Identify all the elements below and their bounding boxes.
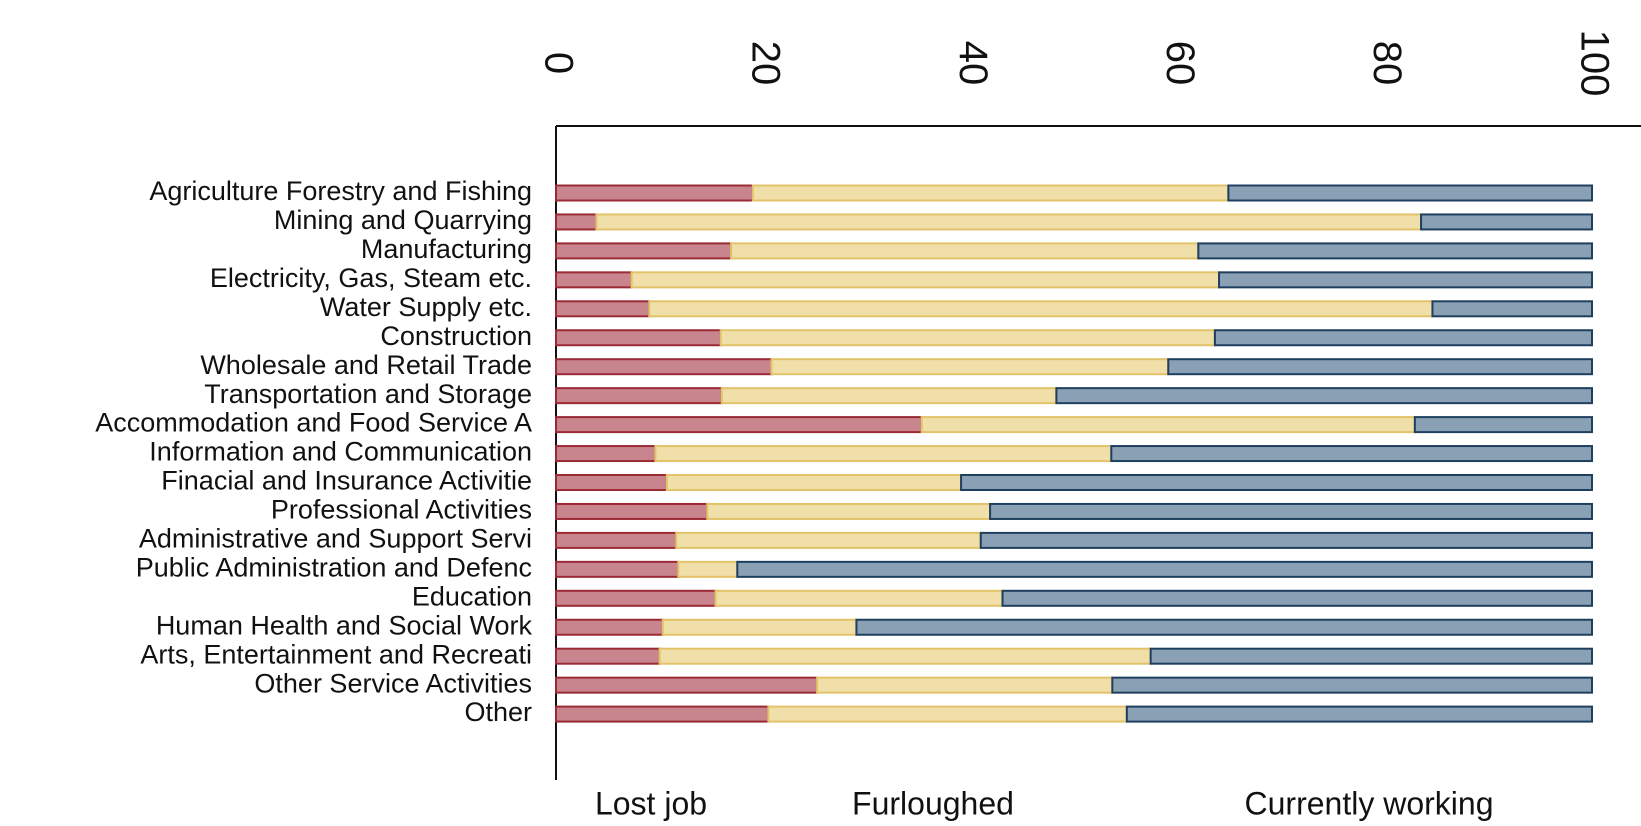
- bar-segment: [648, 300, 1434, 318]
- y-tick-label: Other Service Activities: [254, 668, 532, 698]
- bar-segment: [555, 300, 651, 318]
- y-tick-label: Accommodation and Food Service A: [95, 408, 532, 438]
- bar-segment: [1218, 271, 1594, 289]
- bar-segment: [1110, 445, 1594, 463]
- bar-segment: [979, 531, 1593, 549]
- bar-segment: [719, 329, 1216, 347]
- bar-segment: [555, 705, 770, 723]
- bar-segment: [555, 358, 773, 376]
- bar-segment: [1125, 705, 1594, 723]
- y-tick-label: Education: [412, 581, 532, 611]
- bar-segment: [630, 271, 1221, 289]
- bar-segment: [855, 618, 1593, 636]
- bar-segment: [816, 676, 1114, 694]
- bar-segment: [675, 531, 982, 549]
- bar-segment: [1213, 329, 1593, 347]
- y-tick-label: Mining and Quarrying: [274, 205, 532, 235]
- y-tick-label: Arts, Entertainment and Recreati: [140, 639, 532, 669]
- legend-label: Currently working: [1245, 785, 1494, 821]
- bar-segment: [555, 445, 657, 463]
- bar-segment: [989, 502, 1593, 520]
- bar-segment: [770, 358, 1170, 376]
- bar-segment: [595, 213, 1423, 231]
- y-tick-label: Professional Activities: [271, 495, 532, 525]
- bar-segment: [658, 647, 1152, 665]
- bar-segment: [1001, 589, 1593, 607]
- bar-segment: [1149, 647, 1593, 665]
- bar-segment: [1197, 242, 1593, 260]
- bar-segment: [555, 242, 733, 260]
- bar-segment: [555, 271, 633, 289]
- y-tick-label: Finacial and Insurance Activitie: [161, 466, 532, 496]
- bar-segment: [1227, 184, 1593, 202]
- bar-segment: [1420, 213, 1594, 231]
- bar-segment: [555, 387, 723, 405]
- bar-segment: [706, 502, 992, 520]
- bar-segment: [555, 589, 717, 607]
- bar-segment: [555, 531, 678, 549]
- y-tick-label: Transportation and Storage: [204, 379, 532, 409]
- bar-segment: [960, 474, 1593, 491]
- bar-segment: [730, 242, 1200, 260]
- bar-segment: [920, 416, 1416, 434]
- bar-segment: [555, 502, 709, 520]
- bar-segment: [736, 560, 1593, 578]
- bar-segment: [555, 329, 722, 347]
- bar-segment: [555, 647, 661, 665]
- y-tick-label: Construction: [380, 321, 532, 351]
- y-tick-label: Water Supply etc.: [320, 292, 532, 322]
- bar-segment: [555, 474, 668, 491]
- bar-segment: [720, 387, 1058, 405]
- x-tick-label: 80: [1365, 41, 1409, 86]
- bar-segment: [555, 416, 923, 434]
- y-tick-label: Public Administration and Defenc: [136, 552, 532, 582]
- bar-segment: [767, 705, 1128, 723]
- y-tick-label: Human Health and Social Work: [156, 610, 533, 640]
- y-tick-label: Information and Communication: [149, 437, 532, 467]
- bar-segment: [654, 445, 1113, 463]
- bar-segment: [1055, 387, 1593, 405]
- bar-segment: [555, 184, 754, 202]
- y-tick-label: Wholesale and Retail Trade: [200, 350, 532, 380]
- legend-label: Furloughed: [852, 785, 1014, 821]
- bar-segment: [1167, 358, 1593, 376]
- bar-segment: [661, 618, 858, 636]
- bar-segment: [1111, 676, 1594, 694]
- x-tick-label: 60: [1158, 41, 1202, 86]
- bar-segment: [555, 618, 664, 636]
- bar-segment: [1431, 300, 1594, 318]
- bar-segment: [555, 560, 680, 578]
- bar-segment: [677, 560, 739, 578]
- y-tick-label: Administrative and Support Servi: [139, 524, 532, 554]
- y-tick-label: Agriculture Forestry and Fishing: [149, 176, 532, 206]
- x-tick-label: 40: [951, 41, 995, 86]
- bar-segment: [751, 184, 1230, 202]
- y-tick-label: Other: [464, 697, 532, 727]
- x-tick-label: 100: [1572, 30, 1616, 97]
- bar-segment: [555, 676, 819, 694]
- bar-segment: [555, 213, 598, 231]
- x-tick-label: 0: [536, 52, 580, 74]
- y-tick-label: Manufacturing: [361, 234, 532, 264]
- bar-segment: [714, 589, 1004, 607]
- bar-segment: [665, 474, 963, 491]
- x-tick-label: 20: [744, 41, 788, 86]
- bar-segment: [1413, 416, 1593, 434]
- y-tick-label: Electricity, Gas, Steam etc.: [210, 263, 532, 293]
- legend-label: Lost job: [595, 785, 707, 821]
